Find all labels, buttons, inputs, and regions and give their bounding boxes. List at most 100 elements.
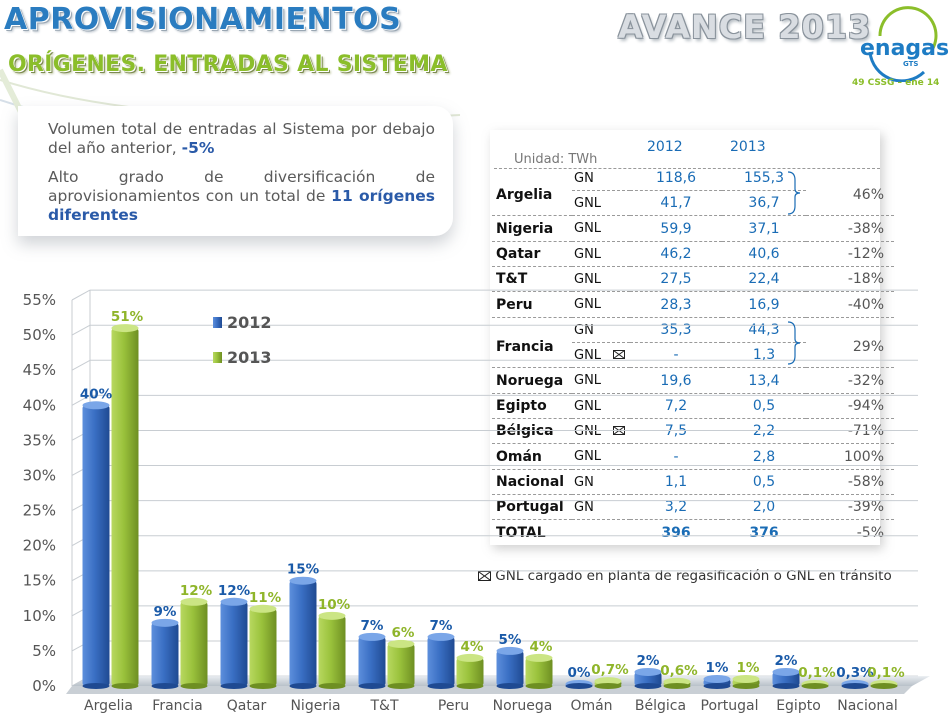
legend-swatch-2013 <box>213 352 222 363</box>
table-row: Nacional GN 1,1 0,5 -58% <box>492 469 894 495</box>
table-row: GNL 41,7 36,7 <box>492 190 894 216</box>
gas-type-cell: GNL <box>572 215 630 242</box>
summary-diversification-text: Alto grado de diversificación de aprovis… <box>48 168 435 205</box>
bar-2012 <box>289 580 317 686</box>
gas-type-cell: GNL <box>572 418 630 444</box>
enagas-logo-icon <box>868 6 938 82</box>
data-label-2013: 6% <box>392 625 415 641</box>
table-row: Egipto GNL 7,2 0,5 -94% <box>492 393 894 419</box>
gridline-depth <box>71 289 91 301</box>
y-tick-label: 20% <box>23 537 56 555</box>
bar-2012-top <box>496 646 524 655</box>
country-cell: T&T <box>492 266 572 292</box>
change-cell: -32% <box>806 367 894 394</box>
bar-2013-top <box>111 324 139 333</box>
value-2013-cell: 0,5 <box>722 393 806 419</box>
bar-2012-base <box>496 683 524 689</box>
data-label-2012: 9% <box>154 604 177 620</box>
table-row: T&T GNL 27,5 22,4 -18% <box>492 266 894 292</box>
legend-swatch-2012 <box>213 317 222 328</box>
bar-2012-base <box>289 683 317 689</box>
gas-type-cell: GN <box>572 469 630 495</box>
bar-2013-base <box>249 683 277 689</box>
bar-2013 <box>525 657 553 686</box>
value-2013-cell: 36,7 <box>722 190 806 216</box>
envelope-icon <box>478 571 491 581</box>
value-2012-cell: 41,7 <box>630 190 722 216</box>
data-label-2012: 7% <box>430 618 453 634</box>
bar-2013-base <box>594 683 622 689</box>
change-cell: -5% <box>856 525 884 541</box>
bar-2012-base <box>634 683 662 689</box>
change-cell: -12% <box>806 241 894 267</box>
bar-2012-base <box>358 683 386 689</box>
value-2013-cell: 0,5 <box>722 469 806 495</box>
data-label-2013: 4% <box>530 639 553 655</box>
bar-2012 <box>220 601 248 686</box>
country-cell <box>492 190 572 216</box>
bar-2013-top <box>249 604 277 613</box>
data-label-2013: 51% <box>111 309 144 325</box>
y-tick-label: 50% <box>23 326 56 344</box>
brace-icon <box>787 321 801 365</box>
envelope-icon <box>613 348 626 363</box>
table-row: Noruega GNL 19,6 13,4 -32% <box>492 367 894 394</box>
value-2013-cell: 376 <box>749 525 779 541</box>
gas-type-cell: GNL <box>572 266 630 292</box>
bar-2012 <box>772 671 800 686</box>
y-tick-label: 35% <box>23 431 56 449</box>
country-cell: Portugal <box>492 494 572 520</box>
table-footnote: GNL cargado en planta de regasificación … <box>478 568 892 584</box>
category-label: Peru <box>438 698 469 714</box>
legend-label-2012: 2012 <box>227 313 272 332</box>
table-row: Portugal GN 3,2 2,0 -39% <box>492 494 894 520</box>
data-label-2013: 0,7% <box>591 662 629 678</box>
table-row: Francia GN 35,3 44,3 29% <box>492 317 894 355</box>
bar-2013 <box>249 608 277 686</box>
legend-label-2013: 2013 <box>227 348 272 367</box>
value-2013-cell: 1,3 <box>722 342 806 368</box>
change-cell: -39% <box>806 494 894 520</box>
gridline-depth <box>71 324 91 336</box>
country-cell <box>492 342 572 368</box>
gas-type-cell: GN <box>572 317 630 343</box>
value-2012-cell: 27,5 <box>630 266 722 292</box>
table-row: Nigeria GNL 59,9 37,1 -38% <box>492 215 894 242</box>
y-tick-label: 30% <box>23 466 56 484</box>
gas-type-cell: GNL <box>572 241 630 267</box>
change-cell <box>806 190 894 216</box>
data-label-2013: 0,6% <box>660 663 698 679</box>
brace-icon <box>787 171 801 215</box>
category-label: Portugal <box>701 698 759 714</box>
bar-2012-top <box>151 618 179 627</box>
data-label-2013: 1% <box>737 660 760 676</box>
bar-2013 <box>318 615 346 686</box>
bar-2012-base <box>841 683 869 689</box>
value-2012-cell: 1,1 <box>630 469 722 495</box>
gas-type-cell: GNL <box>572 190 630 216</box>
bar-2013-top <box>456 653 484 662</box>
change-cell: -40% <box>806 291 894 318</box>
bar-2012 <box>82 405 110 686</box>
value-2013-cell: 2,0 <box>722 494 806 520</box>
value-2012-cell: - <box>630 342 722 368</box>
imports-table: Argelia GN 118,6 155,3 46% GNL 41,7 36,7 Nigeria… <box>492 166 894 546</box>
value-2012-cell: 7,2 <box>630 393 722 419</box>
y-tick-label: 5% <box>32 642 56 660</box>
bar-2013-base <box>111 683 139 689</box>
bar-2013-top <box>318 611 346 620</box>
summary-diversification-value: 11 orígenes diferentes <box>48 187 435 224</box>
change-cell <box>806 342 894 368</box>
bar-2013-base <box>387 683 415 689</box>
value-2012-cell: 3,2 <box>630 494 722 520</box>
bar-2013-base <box>870 683 898 689</box>
bar-2013-base <box>732 683 760 689</box>
bar-2012-top <box>703 674 731 683</box>
gridline-depth <box>71 394 91 406</box>
bar-2012-base <box>703 683 731 689</box>
bar-2012 <box>496 650 524 686</box>
bar-chart: 0% 5% 10% 15% 20% 25% 30% 35% 40% 45% 50% 55% 40% 51%… <box>23 289 930 714</box>
data-label-2013: 0,1% <box>798 665 836 681</box>
change-cell: -58% <box>806 469 894 495</box>
category-label: T&T <box>369 698 398 714</box>
